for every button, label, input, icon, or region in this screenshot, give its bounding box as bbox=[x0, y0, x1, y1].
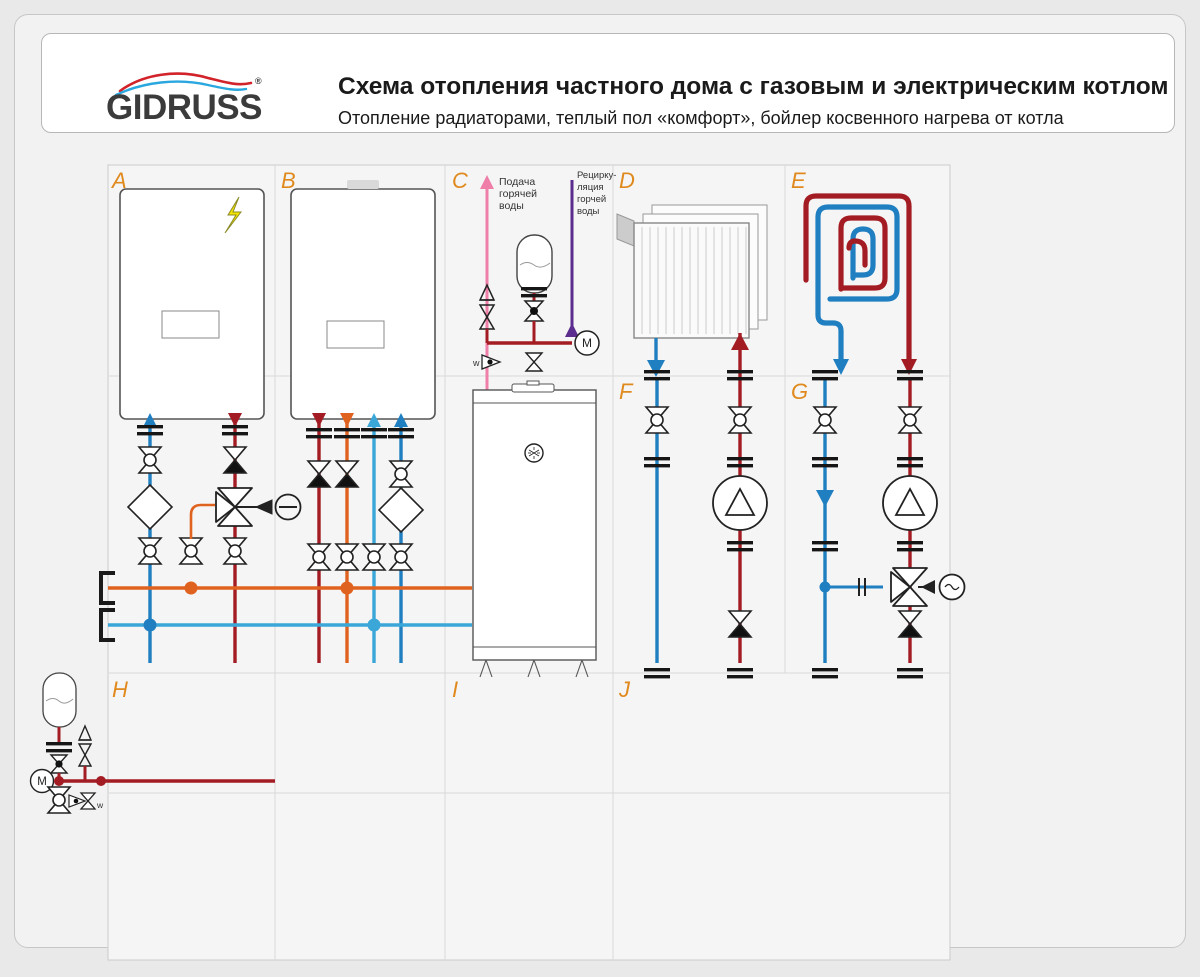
svg-text:горчей: горчей bbox=[577, 194, 606, 205]
svg-text:G: G bbox=[791, 379, 808, 404]
svg-text:E: E bbox=[791, 168, 806, 193]
svg-text:воды: воды bbox=[577, 206, 600, 217]
svg-text:M: M bbox=[582, 336, 592, 350]
svg-text:ляция: ляция bbox=[577, 182, 604, 193]
svg-text:w: w bbox=[96, 800, 104, 810]
svg-text:Рецирку-: Рецирку- bbox=[577, 170, 616, 181]
svg-text:M: M bbox=[37, 776, 47, 788]
svg-text:I: I bbox=[452, 677, 458, 702]
svg-text:H: H bbox=[112, 677, 128, 702]
svg-text:Подача: Подача bbox=[499, 176, 535, 188]
svg-text:J: J bbox=[618, 677, 631, 702]
svg-text:воды: воды bbox=[499, 200, 524, 212]
svg-text:F: F bbox=[619, 379, 634, 404]
svg-text:D: D bbox=[619, 168, 635, 193]
svg-text:w: w bbox=[472, 358, 480, 368]
svg-text:горячей: горячей bbox=[499, 188, 537, 200]
svg-text:C: C bbox=[452, 168, 468, 193]
